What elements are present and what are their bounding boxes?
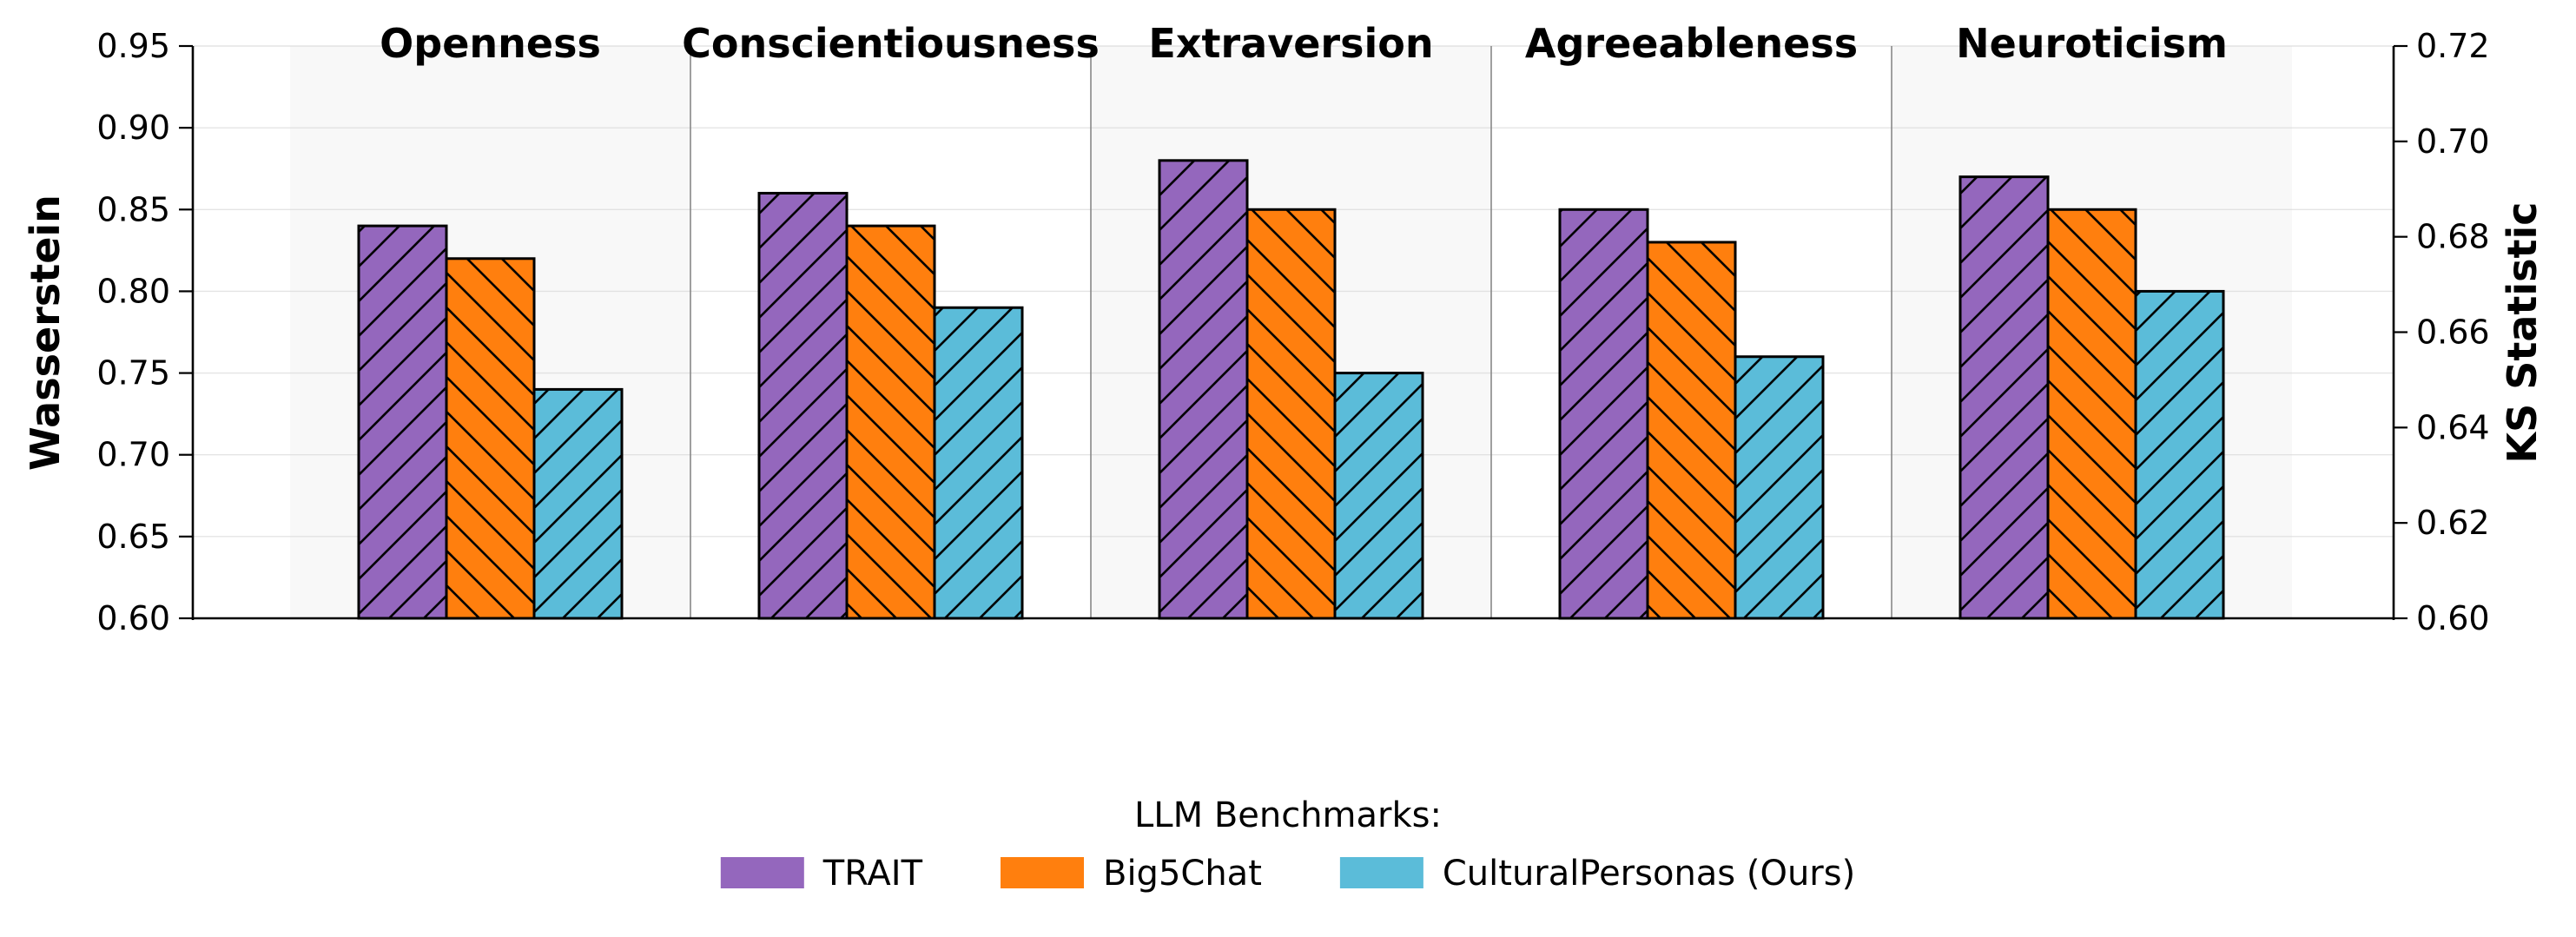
bars	[357, 159, 2225, 620]
legend-title: LLM Benchmarks:	[1134, 795, 1442, 835]
bar	[1958, 175, 2050, 620]
y-tick-label: 0.75	[96, 354, 170, 393]
y-tick-label: 0.90	[96, 109, 170, 147]
y-tick-label: 0.60	[96, 599, 170, 637]
bar	[757, 191, 849, 620]
y-tick-label: 0.80	[96, 272, 170, 310]
category-title: Agreeableness	[1525, 20, 1858, 67]
legend-label: Big5Chat	[1103, 854, 1262, 894]
y-tick-label: 0.70	[96, 436, 170, 474]
legend-label: TRAIT	[822, 854, 923, 894]
bar	[1245, 208, 1337, 620]
y-axis-title: Wasserstein	[22, 195, 69, 471]
bar	[2134, 289, 2225, 620]
y-tick-label: 0.95	[96, 27, 170, 65]
group-titles: Openness Conscientiousness Extraversion Agr…	[380, 20, 2228, 67]
y2-axis-title: KS Statistic	[2499, 201, 2546, 463]
bar	[1646, 241, 1737, 620]
legend-swatch	[720, 857, 804, 888]
legend-swatch	[1001, 857, 1085, 888]
legend: TRAIT Big5Chat CulturalPersonas (Ours)	[720, 854, 1855, 894]
bar	[933, 306, 1024, 620]
bar	[445, 257, 536, 620]
y2-tick-label: 0.60	[2416, 599, 2490, 637]
y2-tick-label: 0.70	[2416, 122, 2490, 161]
bar	[845, 224, 936, 620]
category-title: Conscientiousness	[682, 20, 1100, 67]
category-title: Openness	[380, 20, 601, 67]
y2-tick-label: 0.64	[2416, 408, 2490, 446]
y-tick-label: 0.85	[96, 190, 170, 228]
bar	[1158, 159, 1249, 620]
legend-label: CulturalPersonas (Ours)	[1443, 854, 1855, 894]
bar	[1558, 208, 1649, 620]
bar	[532, 387, 624, 620]
category-title: Extraversion	[1148, 20, 1433, 67]
bar	[357, 224, 448, 620]
group-separators	[690, 46, 1892, 618]
y2-tick-label: 0.72	[2416, 27, 2490, 65]
axes: 0.60 0.65 0.70 0.75 0.80 0.85 0.90 0.95 0.60 0.62…	[96, 27, 2489, 637]
bar	[1333, 372, 1424, 620]
legend-swatch	[1339, 857, 1423, 888]
bar	[2046, 208, 2137, 620]
y2-tick-label: 0.66	[2416, 313, 2490, 352]
category-title: Neuroticism	[1956, 20, 2228, 67]
y2-tick-label: 0.62	[2416, 504, 2490, 542]
y2-tick-label: 0.68	[2416, 218, 2490, 256]
y-tick-label: 0.65	[96, 518, 170, 556]
bar	[1734, 355, 1825, 620]
